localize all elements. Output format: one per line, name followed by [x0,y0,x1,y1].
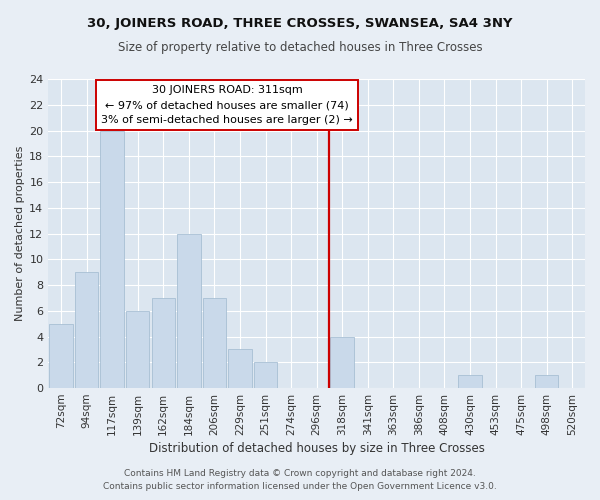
Bar [177,234,200,388]
Text: 30, JOINERS ROAD, THREE CROSSES, SWANSEA, SA4 3NY: 30, JOINERS ROAD, THREE CROSSES, SWANSEA… [87,18,513,30]
Bar [152,298,175,388]
Text: Contains HM Land Registry data © Crown copyright and database right 2024.
Contai: Contains HM Land Registry data © Crown c… [103,469,497,491]
Text: Size of property relative to detached houses in Three Crosses: Size of property relative to detached ho… [118,41,482,54]
Bar [331,336,354,388]
X-axis label: Distribution of detached houses by size in Three Crosses: Distribution of detached houses by size … [149,442,485,455]
Bar [75,272,98,388]
Bar [458,375,482,388]
Text: 30 JOINERS ROAD: 311sqm
← 97% of detached houses are smaller (74)
3% of semi-det: 30 JOINERS ROAD: 311sqm ← 97% of detache… [101,86,353,125]
Bar [254,362,277,388]
Bar [49,324,73,388]
Bar [535,375,559,388]
Bar [203,298,226,388]
Bar [228,350,252,388]
Y-axis label: Number of detached properties: Number of detached properties [15,146,25,321]
Bar [100,130,124,388]
Bar [126,311,149,388]
